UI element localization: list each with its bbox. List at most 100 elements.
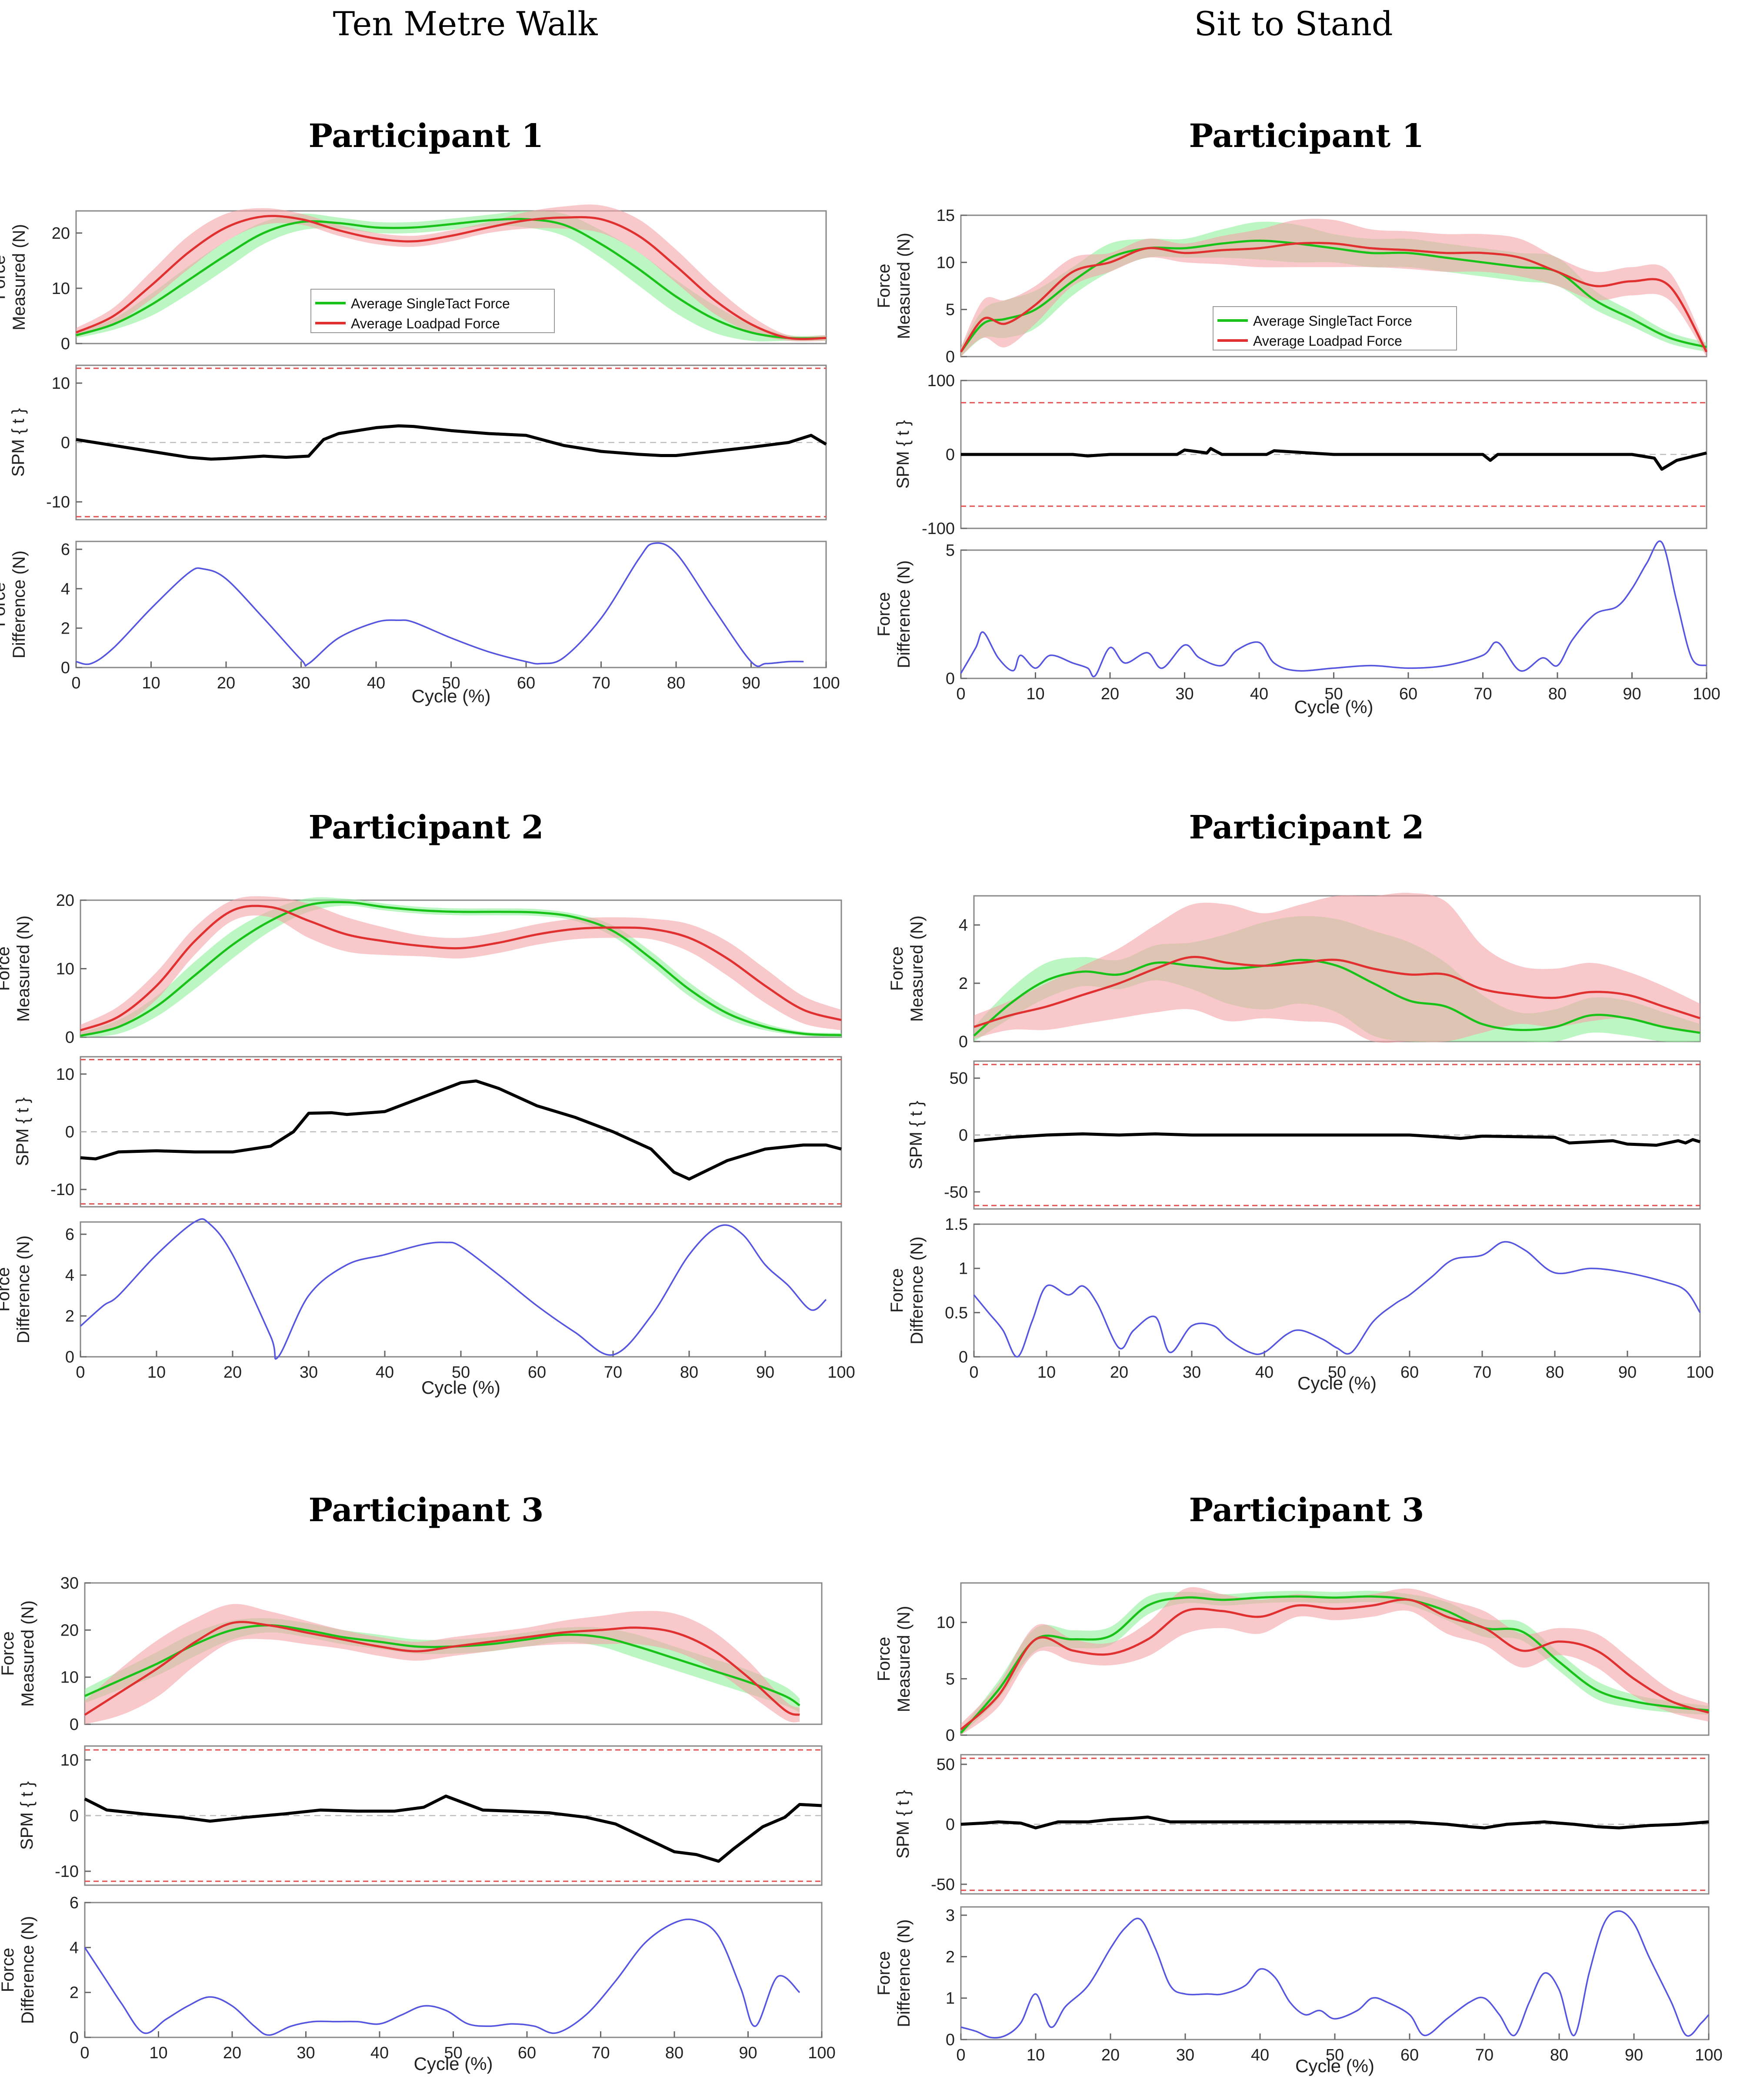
x-tick-label: 50 [1324, 685, 1343, 703]
x-tick-label: 60 [518, 2044, 536, 2062]
participant-title: Participant 2 [1189, 809, 1424, 846]
x-tick-label: 30 [300, 1363, 318, 1382]
spm-curve [76, 424, 827, 461]
y-tick-label: 30 [60, 1574, 79, 1593]
y-tick-label: 6 [61, 541, 70, 559]
y-tick-label: 0 [946, 1726, 955, 1745]
x-tick-label: 90 [742, 674, 760, 692]
legend-label: Average SingleTact Force [1253, 313, 1412, 329]
x-tick-label: 20 [1101, 2046, 1120, 2064]
y-tick-label: 5 [946, 1670, 955, 1688]
y-tick-label: 0 [65, 1123, 74, 1142]
y-tick-label: -10 [46, 493, 70, 511]
x-tick-label: 40 [1250, 685, 1268, 703]
plot-frame [75, 364, 827, 521]
x-tick-label: 20 [223, 1363, 242, 1382]
x-tick-label: 50 [442, 674, 460, 692]
x-tick-label: 60 [1400, 1363, 1419, 1382]
x-axis-label: Cycle (%) [1294, 697, 1373, 717]
force-band-singletact [961, 1590, 1709, 1735]
legend-box [310, 289, 555, 333]
y-tick-label: 10 [56, 1065, 74, 1084]
y-tick-label: 0 [61, 659, 70, 677]
y-tick-label: 0 [946, 670, 955, 688]
y-tick-label: 4 [959, 916, 968, 935]
column-heading-sit-to-stand: Sit to Stand [1194, 4, 1393, 43]
y-tick-label: 0 [946, 1816, 955, 1834]
x-tick-label: 100 [812, 674, 840, 692]
x-tick-label: 40 [370, 2044, 389, 2062]
x-tick-label: 0 [80, 2044, 89, 2062]
x-tick-label: 70 [604, 1363, 622, 1382]
force-band-loadpad [76, 204, 826, 342]
y-axis-label: Measured (N) [14, 915, 33, 1022]
x-tick-label: 70 [592, 674, 610, 692]
y-tick-label: 2 [65, 1307, 74, 1325]
legend-label: Average SingleTact Force [351, 296, 510, 311]
x-tick-label: 10 [149, 2044, 167, 2062]
y-axis-label: SPM { t } [13, 1098, 32, 1166]
x-tick-label: 80 [1550, 2046, 1568, 2064]
x-tick-label: 50 [1328, 1363, 1346, 1382]
y-axis-label: SPM { t } [9, 408, 28, 477]
force-band-loadpad [961, 219, 1707, 357]
difference-curve [80, 1218, 827, 1360]
legend-label: Average Loadpad Force [351, 316, 500, 331]
y-tick-label: -10 [55, 1863, 79, 1881]
y-axis-label: Force [0, 255, 9, 299]
legend-label: Average Loadpad Force [1253, 333, 1402, 349]
difference-curve [960, 540, 1707, 678]
x-tick-label: 70 [1473, 1363, 1491, 1382]
x-tick-label: 70 [1474, 685, 1492, 703]
y-tick-label: 50 [937, 1756, 955, 1774]
y-axis-label: Measured (N) [894, 1606, 914, 1713]
y-tick-label: 0 [959, 1126, 968, 1145]
force-line-loadpad [75, 215, 827, 341]
y-axis-label: Measured (N) [18, 1600, 37, 1707]
x-tick-label: 60 [1399, 685, 1417, 703]
spm-curve [974, 1132, 1701, 1147]
y-axis-label: Force [0, 1267, 13, 1312]
x-tick-label: 50 [1326, 2046, 1344, 2064]
spm-curve [961, 447, 1707, 471]
y-tick-label: 0 [61, 434, 70, 452]
difference-curve [960, 1910, 1710, 2039]
y-tick-label: 6 [70, 1894, 79, 1912]
force-line-singletact [960, 1595, 1709, 1734]
x-tick-label: 40 [376, 1363, 394, 1382]
force-band-loadpad [974, 892, 1700, 1043]
x-tick-label: 30 [292, 674, 310, 692]
x-tick-label: 40 [1251, 2046, 1269, 2064]
x-axis-label: Cycle (%) [1297, 1373, 1377, 1393]
y-tick-label: -50 [931, 1876, 955, 1894]
y-tick-label: 20 [60, 1621, 79, 1639]
y-axis-label: Force [0, 582, 9, 627]
x-tick-label: 40 [367, 674, 385, 692]
x-tick-label: 80 [680, 1363, 698, 1382]
y-tick-label: 5 [946, 541, 955, 560]
y-axis-label: SPM { t } [17, 1781, 37, 1850]
x-tick-label: 60 [517, 674, 535, 692]
spm-curve [80, 1079, 842, 1181]
x-tick-label: 30 [1183, 1363, 1201, 1382]
plot-frame [960, 1754, 1710, 1895]
x-tick-label: 20 [223, 2044, 241, 2062]
y-axis-label: Measured (N) [894, 233, 914, 339]
y-axis-label: Difference (N) [14, 1235, 33, 1343]
difference-curve [973, 1241, 1701, 1358]
participant-title: Participant 1 [308, 117, 544, 155]
y-tick-label: 4 [70, 1939, 79, 1957]
y-tick-label: 5 [946, 301, 955, 319]
y-tick-label: 1 [946, 1990, 955, 2008]
y-axis-label: Difference (N) [10, 551, 29, 658]
y-tick-label: 0 [959, 1348, 968, 1366]
y-axis-label: Force [0, 1631, 17, 1676]
x-tick-label: 20 [1110, 1363, 1128, 1382]
x-tick-label: 100 [827, 1363, 855, 1382]
y-tick-label: 0 [70, 2029, 79, 2047]
x-tick-label: 60 [528, 1363, 546, 1382]
